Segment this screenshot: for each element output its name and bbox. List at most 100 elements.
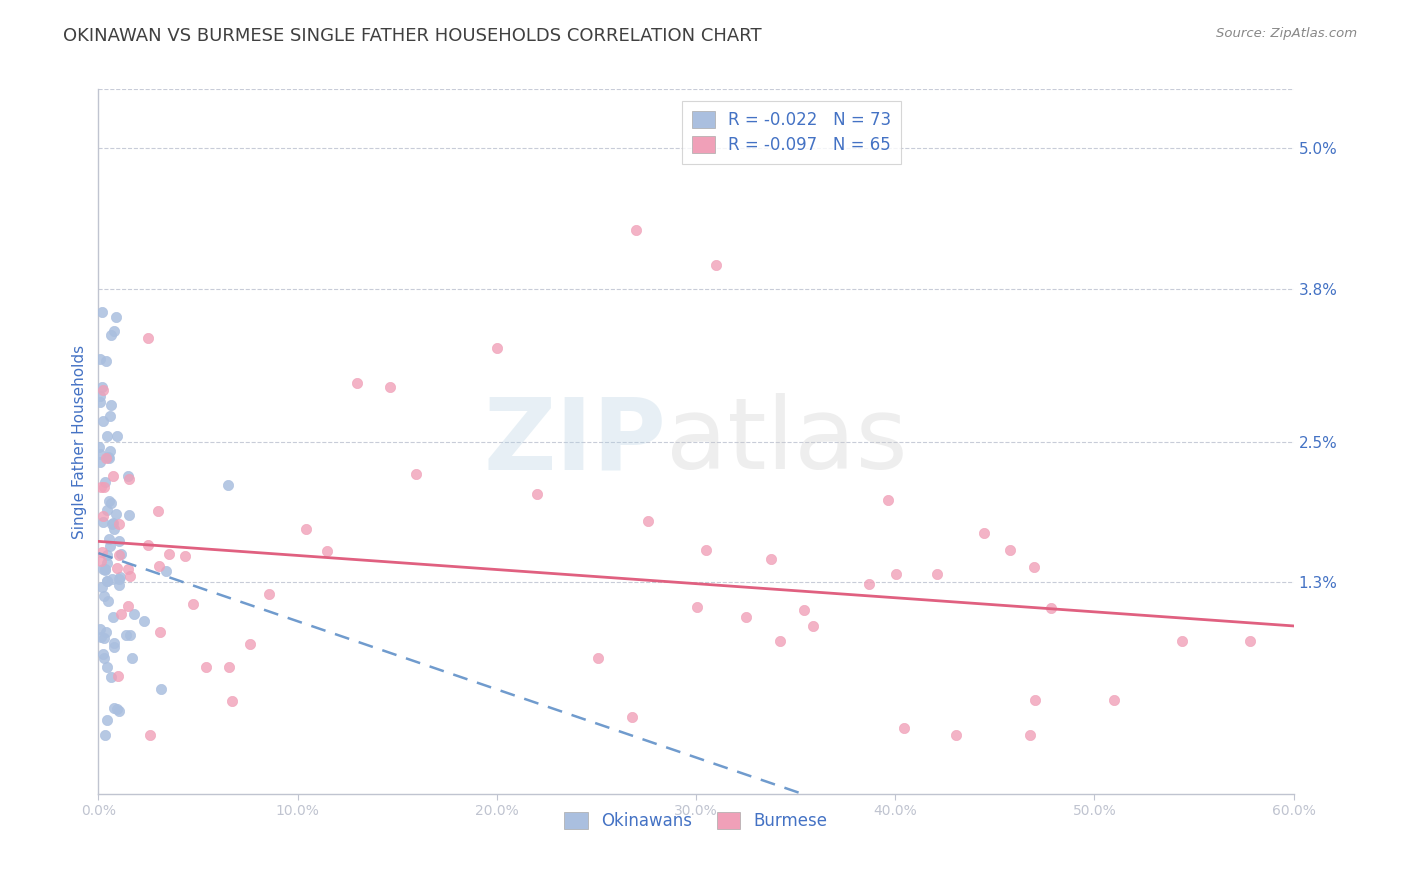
Point [96,428,118,442]
Point [526,487,548,501]
Point [181,597,204,611]
Point [257,587,280,601]
Point [91,562,114,576]
Point [1239,634,1261,648]
Point [103,522,125,536]
Point [105,561,128,575]
Point [110,607,132,622]
Legend: Okinawans, Burmese: Okinawans, Burmese [555,804,837,838]
Point [94,562,117,576]
Point [91,413,114,427]
Point [1019,728,1042,742]
Point [91,515,114,529]
Point [586,651,609,665]
Point [93,480,115,494]
Point [884,567,907,582]
Point [148,504,170,518]
Point [117,508,139,522]
Point [218,660,240,674]
Point [858,577,880,591]
Point [103,324,125,338]
Point [90,480,112,494]
Point [101,469,124,483]
Point [893,721,915,735]
Point [103,640,125,654]
Point [173,549,195,564]
Point [121,651,143,665]
Point [91,383,114,397]
Point [110,548,132,562]
Point [876,493,898,508]
Point [90,554,112,568]
Point [101,517,124,532]
Point [97,594,120,608]
Point [759,551,782,566]
Point [93,728,115,742]
Point [89,455,111,469]
Point [117,562,139,576]
Point [149,624,172,639]
Point [695,543,717,558]
Point [315,544,337,558]
Point [217,477,239,491]
Point [96,354,118,368]
Point [89,447,111,461]
Point [94,475,117,489]
Point [96,556,118,570]
Point [221,694,243,708]
Point [90,630,112,644]
Point [101,572,124,586]
Point [90,580,112,594]
Point [101,516,124,530]
Point [107,669,129,683]
Text: ZIP: ZIP [484,393,666,490]
Text: OKINAWAN VS BURMESE SINGLE FATHER HOUSEHOLDS CORRELATION CHART: OKINAWAN VS BURMESE SINGLE FATHER HOUSEH… [63,27,762,45]
Point [100,670,122,684]
Point [117,599,139,614]
Point [96,503,118,517]
Point [93,508,115,523]
Point [107,578,129,592]
Point [925,567,948,582]
Point [686,599,709,614]
Point [98,444,121,458]
Point [769,634,792,648]
Point [103,636,125,650]
Point [98,532,121,546]
Point [118,472,141,486]
Point [157,548,180,562]
Point [801,619,824,633]
Point [239,637,262,651]
Point [105,429,128,443]
Point [89,395,111,409]
Point [1104,693,1126,707]
Point [117,469,139,483]
Point [105,310,128,324]
Point [485,341,508,355]
Point [134,614,156,628]
Point [89,352,111,367]
Point [734,610,756,624]
Point [91,305,114,319]
Point [103,610,125,624]
Point [194,660,217,674]
Point [1024,693,1046,707]
Point [98,539,121,553]
Point [108,534,131,549]
Point [973,526,995,541]
Point [105,701,128,715]
Point [378,380,401,394]
Point [96,450,118,465]
Point [90,545,112,559]
Point [91,647,114,661]
Point [1000,543,1022,558]
Point [1039,601,1062,615]
Point [100,496,122,510]
Point [150,681,173,696]
Point [637,514,659,528]
Point [96,574,118,588]
Point [120,627,142,641]
Point [103,701,125,715]
Text: Source: ZipAtlas.com: Source: ZipAtlas.com [1216,27,1357,40]
Point [108,573,131,587]
